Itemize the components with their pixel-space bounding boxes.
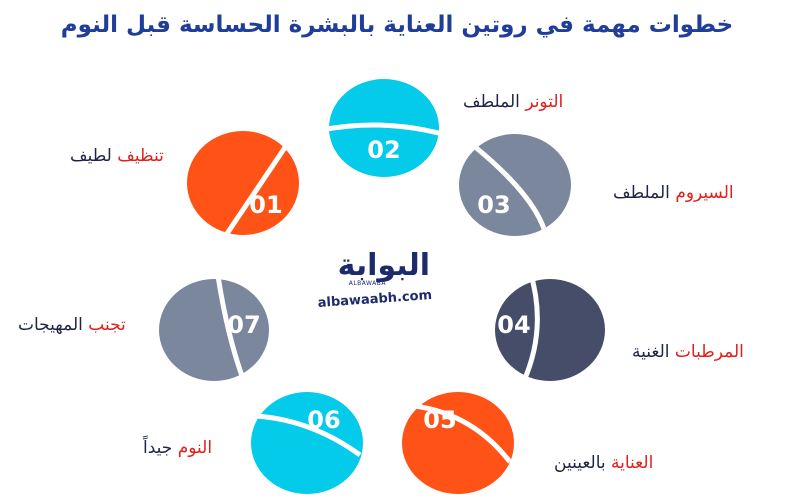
step-label-06: النوم جيداً xyxy=(143,438,213,458)
step-number-07: 07 xyxy=(227,311,260,339)
step-circle-07: 07 xyxy=(159,275,269,385)
step-label-02: التونر الملطف xyxy=(463,92,564,112)
albawaba-logo: البوابة ALBAWABA albawaabh.com xyxy=(318,248,433,324)
page-title: خطوات مهمة في روتين العناية بالبشرة الحس… xyxy=(60,12,734,38)
logo-arabic-text: البوابة xyxy=(337,248,430,283)
step-label-01: تنظيف لطيف xyxy=(70,146,164,166)
step-label-03: السيروم الملطف xyxy=(613,183,734,203)
step-label-07: تجنب المهيجات xyxy=(18,315,126,335)
step-number-05: 05 xyxy=(423,406,456,434)
step-circle-03: 03 xyxy=(459,134,571,241)
step-circle-02: 02 xyxy=(321,79,447,177)
step-number-01: 01 xyxy=(249,191,282,219)
step-number-03: 03 xyxy=(477,191,510,219)
step-circle-04: 04 xyxy=(495,270,605,387)
step-label-05: العناية بالعينين xyxy=(554,453,654,473)
logo-sub-text: ALBAWABA xyxy=(348,280,386,287)
step-circle-06: 06 xyxy=(251,392,363,494)
step-number-04: 04 xyxy=(497,311,530,339)
step-circle-01: 01 xyxy=(187,131,299,246)
step-number-06: 06 xyxy=(307,406,340,434)
step-number-02: 02 xyxy=(367,136,400,164)
step-circle-05: 05 xyxy=(402,392,514,494)
step-label-04: المرطبات الغنية xyxy=(632,342,744,362)
logo-domain-text: albawaabh.com xyxy=(317,288,434,311)
